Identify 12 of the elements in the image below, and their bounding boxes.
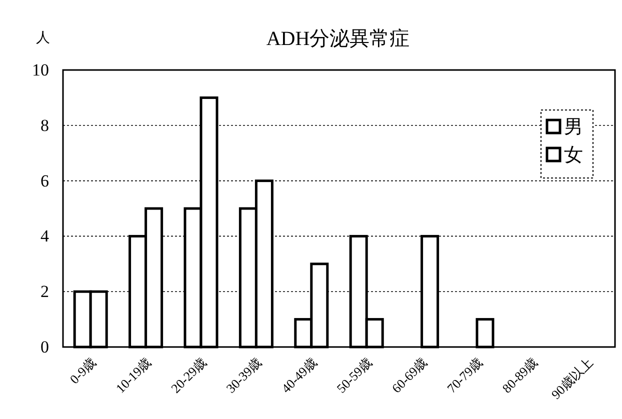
y-tick-label: 8 bbox=[40, 116, 49, 135]
legend-label: 女 bbox=[564, 145, 583, 166]
y-tick-label: 4 bbox=[40, 226, 50, 246]
chart-title: ADH分泌異常症 bbox=[266, 28, 410, 50]
y-tick-label: 2 bbox=[40, 282, 49, 302]
x-tick-label: 90歳以上 bbox=[548, 354, 596, 402]
y-axis-title: 人 bbox=[36, 30, 50, 46]
y-tick-label: 6 bbox=[40, 171, 49, 190]
y-tick-label: 10 bbox=[32, 60, 49, 80]
y-tick-label: 0 bbox=[40, 337, 49, 356]
legend-label: 男 bbox=[564, 117, 583, 138]
x-tick-label: 0-9歳 bbox=[66, 354, 99, 387]
